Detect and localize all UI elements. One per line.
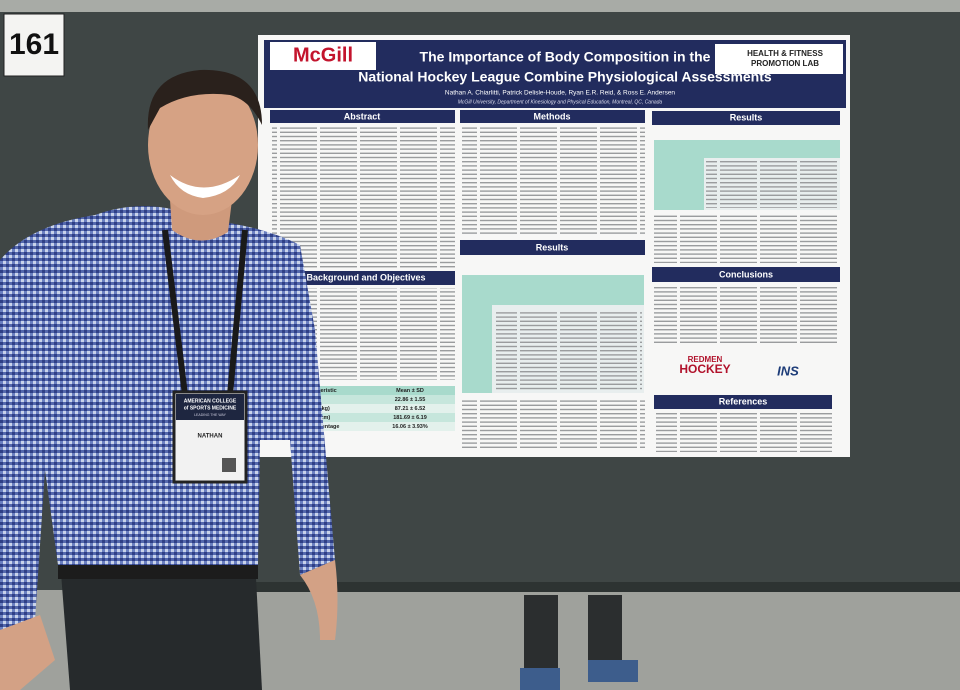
- logo-right: HEALTH & FITNESS: [747, 49, 824, 58]
- affiliation: McGill University, Department of Kinesio…: [458, 99, 663, 105]
- table-cells: [706, 160, 838, 208]
- badge-header: [176, 394, 244, 420]
- logo-right: PROMOTION LAB: [751, 59, 819, 68]
- booth-sign: [3, 13, 65, 77]
- badge-text: AMERICAN COLLEGE: [184, 398, 237, 404]
- table-row: [280, 395, 455, 404]
- body-text: [654, 285, 840, 345]
- table-header: [462, 275, 644, 305]
- sponsor-logo: INS: [777, 363, 799, 378]
- wall-top: [0, 0, 960, 12]
- booth-number: 161: [9, 28, 59, 61]
- trousers: [60, 560, 262, 690]
- shoe: [520, 668, 560, 690]
- table-row: [280, 404, 455, 413]
- authors: Nathan A. Chiarlitti, Patrick Delisle-Ho…: [445, 90, 676, 97]
- body-text: [656, 412, 832, 452]
- table-header: [654, 140, 840, 158]
- table-cell: 22.86 ± 1.55: [395, 397, 426, 403]
- poster: McGill The Importance of Body Compositio…: [258, 35, 850, 457]
- table-cells: [496, 312, 642, 390]
- sponsor-logo: HOCKEY: [679, 362, 730, 376]
- body-text: [654, 213, 840, 263]
- table-column: [654, 158, 704, 210]
- badge-text: LEADING THE WAY: [194, 413, 226, 417]
- table-cell: 181.69 ± 6.19: [393, 415, 427, 421]
- heading-bar: [460, 240, 645, 255]
- table-row: [280, 422, 455, 431]
- body-text: [462, 126, 645, 236]
- heading-bar: [654, 395, 832, 409]
- sponsor-logo: REDMEN: [688, 355, 723, 364]
- heading-bar: [278, 271, 455, 285]
- hand: [0, 615, 55, 690]
- lanyard: [162, 229, 248, 396]
- smile: [170, 175, 240, 198]
- badge-text: of SPORTS MEDICINE: [184, 405, 237, 411]
- heading-bar: [460, 110, 645, 123]
- table-cell: 16.06 ± 3.93%: [392, 424, 428, 430]
- legs: [588, 595, 622, 667]
- heading-bar: [652, 267, 840, 282]
- wall-base: [255, 582, 960, 592]
- table-row: [280, 413, 455, 422]
- heading-bar: [652, 111, 840, 125]
- table-column: [462, 305, 492, 393]
- poster-title: The Importance of Body Composition in th…: [420, 49, 711, 65]
- section-heading: Results: [536, 242, 569, 252]
- section-heading: References: [719, 396, 768, 406]
- qr-code: [222, 458, 236, 472]
- body-text: [272, 126, 455, 268]
- logo-left-box: [270, 42, 376, 70]
- section-heading: Background and Objectives: [306, 272, 425, 282]
- table-header: [280, 386, 455, 395]
- legs: [524, 595, 558, 675]
- section-heading: Methods: [534, 111, 571, 121]
- logo-left: McGill: [293, 44, 353, 66]
- hand: [300, 560, 338, 640]
- body-text: [462, 400, 645, 448]
- section-heading: Abstract: [344, 111, 381, 121]
- hair: [147, 69, 262, 130]
- badge-name: NATHAN: [198, 434, 223, 440]
- table-header-cell: Mean ± SD: [396, 388, 424, 394]
- table-cell: 87.21 ± 6.52: [395, 406, 426, 412]
- presenter: AMERICAN COLLEGE of SPORTS MEDICINE LEAD…: [0, 69, 338, 690]
- poster-title: National Hockey League Combine Physiolog…: [358, 69, 772, 85]
- shoe: [588, 660, 638, 682]
- heading-bar: [270, 110, 455, 123]
- shirt: [0, 206, 335, 640]
- logo-right-box: [715, 44, 843, 74]
- section-heading: Results: [730, 112, 763, 122]
- section-heading: Conclusions: [719, 269, 773, 279]
